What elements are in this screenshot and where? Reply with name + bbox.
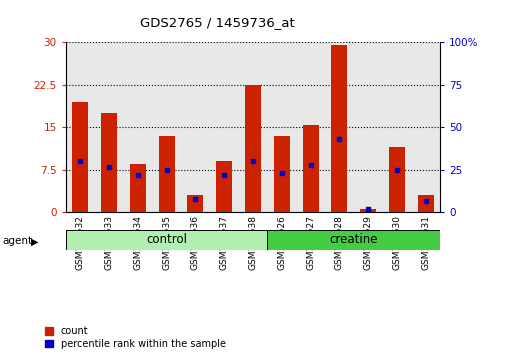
- Text: GDS2765 / 1459736_at: GDS2765 / 1459736_at: [140, 16, 294, 29]
- Bar: [101, 113, 117, 212]
- Bar: [273, 136, 289, 212]
- Bar: [159, 136, 174, 212]
- Text: ▶: ▶: [31, 236, 39, 246]
- Bar: [388, 147, 404, 212]
- Bar: [187, 195, 203, 212]
- Bar: [331, 45, 346, 212]
- Bar: [130, 164, 145, 212]
- Bar: [66, 230, 267, 250]
- Text: agent: agent: [3, 236, 33, 246]
- Bar: [216, 161, 232, 212]
- Text: control: control: [146, 233, 187, 246]
- Bar: [72, 102, 88, 212]
- Text: creatine: creatine: [329, 233, 377, 246]
- Bar: [244, 85, 261, 212]
- Legend: count, percentile rank within the sample: count, percentile rank within the sample: [45, 326, 225, 349]
- Bar: [302, 125, 318, 212]
- Bar: [267, 230, 439, 250]
- Bar: [417, 195, 433, 212]
- Bar: [360, 209, 375, 212]
